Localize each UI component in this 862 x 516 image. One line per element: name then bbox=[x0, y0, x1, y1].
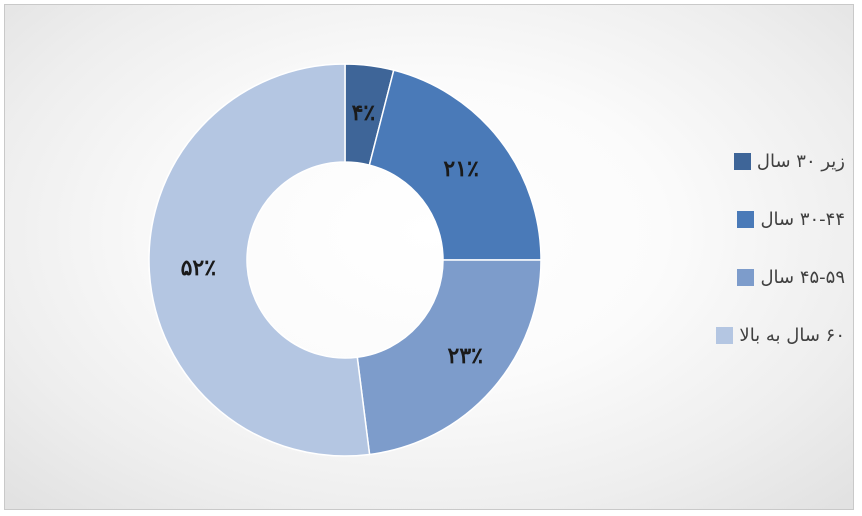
data-label-under-30: ۴٪ bbox=[352, 100, 376, 126]
data-label-60-plus: ۵۲٪ bbox=[181, 255, 217, 281]
legend-label: ۶۰ سال به بالا bbox=[739, 324, 845, 346]
data-labels: ۴٪ ۲۱٪ ۲۳٪ ۵۲٪ bbox=[181, 100, 484, 369]
legend-item-under-30: زیر ۳۰ سال bbox=[695, 148, 845, 174]
data-label-45-59: ۲۳٪ bbox=[448, 343, 484, 369]
legend-item-30-44: ۳۰-۴۴ سال bbox=[695, 206, 845, 232]
legend-label: زیر ۳۰ سال bbox=[756, 150, 845, 172]
data-label-30-44: ۲۱٪ bbox=[443, 156, 479, 182]
legend-item-60-plus: ۶۰ سال به بالا bbox=[695, 322, 845, 348]
doughnut-slices bbox=[148, 63, 542, 457]
slice-30-44 bbox=[368, 69, 542, 261]
legend-swatch bbox=[733, 152, 751, 170]
legend-label: ۴۵-۵۹ سال bbox=[760, 266, 845, 288]
legend-swatch bbox=[737, 268, 755, 286]
legend-label: ۳۰-۴۴ سال bbox=[760, 208, 845, 230]
slice-45-59 bbox=[356, 259, 542, 456]
slice-60-plus bbox=[148, 63, 371, 457]
legend-swatch bbox=[716, 326, 734, 344]
legend-swatch bbox=[737, 210, 755, 228]
legend-item-45-59: ۴۵-۵۹ سال bbox=[695, 264, 845, 290]
